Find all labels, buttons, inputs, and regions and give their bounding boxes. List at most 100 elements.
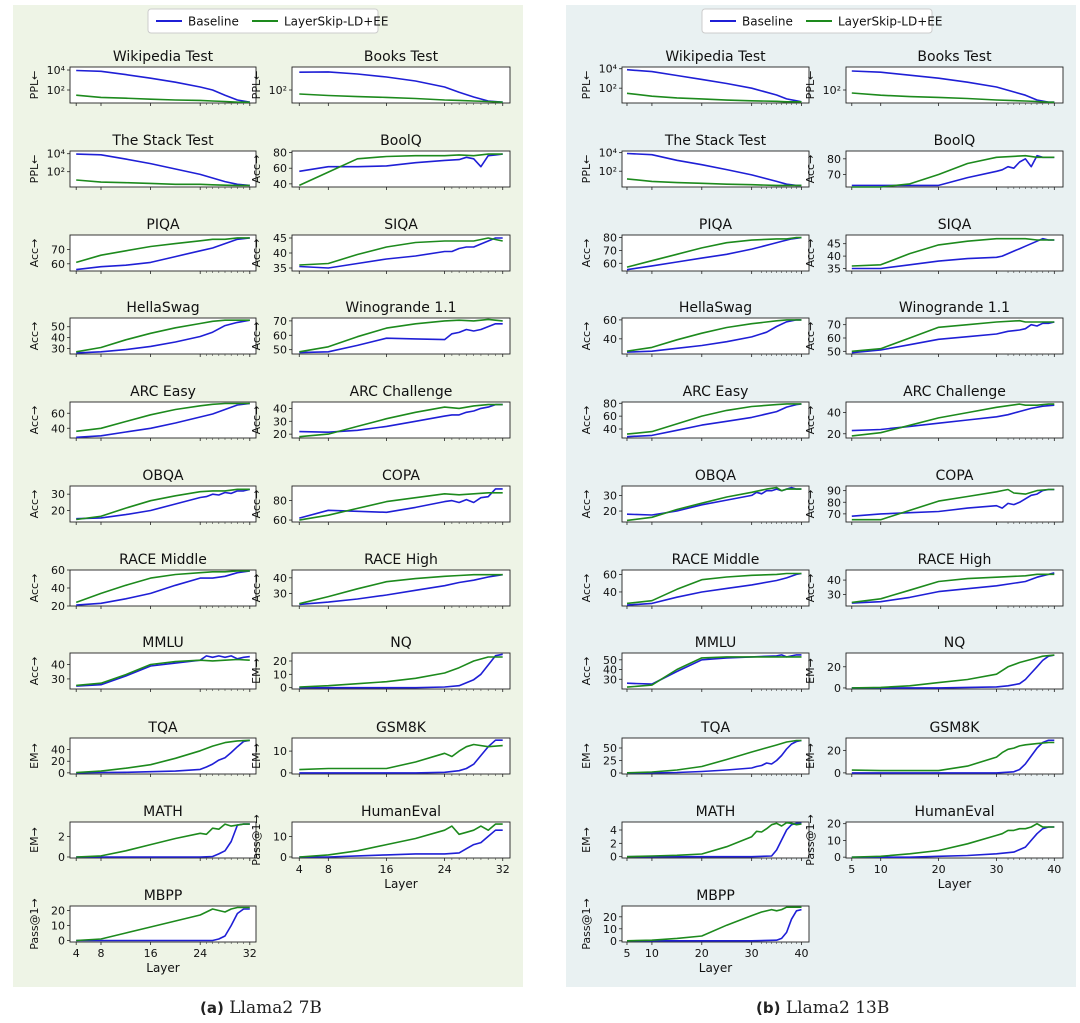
x-tick-label: 20 [932, 863, 946, 876]
y-tick-label: 30 [51, 673, 65, 686]
subplot-a-math: MATH 0 2 EM→ [28, 804, 257, 864]
series-line-baseline [299, 71, 503, 103]
subplot-b-books-test: Books Test 10² PPL← [804, 49, 1064, 106]
y-tick-label: 50 [51, 321, 65, 334]
y-tick-label: 60 [603, 410, 617, 423]
plot-area-frame [69, 234, 257, 272]
series-line-baseline [626, 68, 802, 103]
subplot-a-arc-easy: ARC Easy 40 60 Acc→ [28, 384, 257, 441]
y-axis-label: Acc→ [250, 574, 263, 603]
subplot-b-boolq: BoolQ 70 80 Acc→ [804, 133, 1064, 190]
subplot-title: MBPP [696, 888, 735, 904]
series-line-baseline [76, 153, 250, 187]
legend-baseline-label: Baseline [742, 15, 793, 29]
y-tick-label: 40 [827, 407, 841, 420]
subplot-title: MATH [143, 804, 183, 820]
y-tick-label: 10² [47, 84, 65, 97]
y-tick-label: 30 [603, 489, 617, 502]
series-line-baseline [76, 570, 250, 606]
subplot-b-humaneval: HumanEval 0 10 20 Pass@1→ 5 10 20 30 40 Layer [804, 804, 1064, 891]
y-axis-label: Acc→ [804, 322, 817, 351]
series-line-layerskip [75, 237, 250, 264]
y-axis-label: Acc→ [28, 657, 41, 686]
y-tick-label: 40 [51, 332, 65, 345]
series-line-layerskip [626, 403, 802, 435]
series-line-layerskip [626, 92, 802, 103]
series-line-layerskip [626, 821, 802, 858]
x-tick-label: 40 [795, 947, 809, 960]
series-line-layerskip [299, 403, 503, 438]
y-tick-label: 40 [273, 572, 287, 585]
x-tick-label: 30 [745, 947, 759, 960]
y-axis-label: PPL← [804, 71, 817, 100]
y-axis-label: Acc→ [580, 406, 593, 435]
y-tick-label: 4 [610, 824, 617, 837]
subplot-b-race-middle: RACE Middle 40 60 Acc→ [580, 552, 810, 609]
y-tick-label: 35 [827, 263, 841, 276]
series-line-layerskip [299, 573, 503, 605]
y-tick-label: 2 [58, 830, 65, 843]
y-tick-label: 80 [827, 496, 841, 509]
plot-area-frame [69, 401, 257, 439]
series-line-baseline [76, 319, 250, 354]
subplot-title: GSM8K [930, 720, 981, 736]
y-axis-label: EM→ [804, 658, 817, 684]
x-tick-label: 32 [496, 863, 510, 876]
subplot-title: MATH [696, 804, 736, 820]
subplot-title: MMLU [695, 635, 737, 651]
subplot-title: COPA [382, 468, 420, 484]
subplot-title: RACE High [364, 552, 438, 568]
subplot-title: PIQA [699, 217, 733, 233]
legend-a: Baseline LayerSkip-LD+EE [147, 8, 388, 34]
y-axis-label: Pass@1→ [250, 814, 263, 866]
y-axis-label: Acc→ [804, 490, 817, 519]
subplot-title: Wikipedia Test [113, 49, 214, 65]
series-line-layerskip [76, 658, 250, 687]
plot-area-frame [621, 905, 810, 943]
legend-layerskip-label: LayerSkip-LD+EE [284, 15, 388, 29]
y-tick-label: 10² [269, 84, 287, 97]
x-tick-label: 24 [193, 947, 207, 960]
series-line-layerskip [626, 319, 802, 352]
subplot-title: OBQA [695, 468, 737, 484]
y-tick-label: 70 [273, 315, 287, 328]
y-tick-label: 10 [51, 920, 65, 933]
y-axis-label: Pass@1→ [28, 898, 41, 950]
y-tick-label: 20 [51, 600, 65, 613]
y-tick-label: 10 [273, 668, 287, 681]
subplot-a-wikipedia-test: Wikipedia Test 10² 10⁴ PPL← [28, 49, 257, 106]
y-tick-label: 20 [51, 755, 65, 768]
x-tick-label: 4 [296, 863, 303, 876]
y-tick-label: 50 [827, 345, 841, 358]
y-tick-label: 0 [834, 851, 841, 864]
y-tick-label: 30 [827, 588, 841, 601]
subplot-title: The Stack Test [111, 133, 214, 149]
y-tick-label: 0 [610, 935, 617, 948]
y-tick-label: 60 [51, 564, 65, 577]
series-line-baseline [851, 826, 1055, 859]
y-tick-label: 40 [827, 250, 841, 263]
subplot-title: MBPP [144, 888, 183, 904]
legend-b: Baseline LayerSkip-LD+EE [701, 8, 942, 34]
plot-area-frame [291, 569, 511, 607]
y-axis-label: EM→ [250, 743, 263, 769]
y-axis-label: Acc→ [28, 574, 41, 603]
y-tick-label: 40 [51, 659, 65, 672]
subplot-b-wikipedia-test: Wikipedia Test 10² 10⁴ PPL← [580, 49, 810, 106]
subplot-title: NQ [944, 635, 966, 651]
y-tick-label: 40 [603, 423, 617, 436]
y-tick-label: 40 [827, 574, 841, 587]
series-line-layerskip [76, 906, 250, 942]
plot-area-frame [291, 150, 511, 188]
subplot-title: Winogrande 1.1 [899, 300, 1010, 316]
series-line-baseline [76, 908, 250, 942]
y-tick-label: 45 [827, 238, 841, 251]
series-line-layerskip [299, 237, 503, 266]
y-tick-label: 90 [827, 485, 841, 498]
series-line-baseline [76, 237, 250, 271]
subplot-a-books-test: Books Test 10² PPL← [250, 49, 511, 106]
y-axis-label: Acc→ [580, 322, 593, 351]
